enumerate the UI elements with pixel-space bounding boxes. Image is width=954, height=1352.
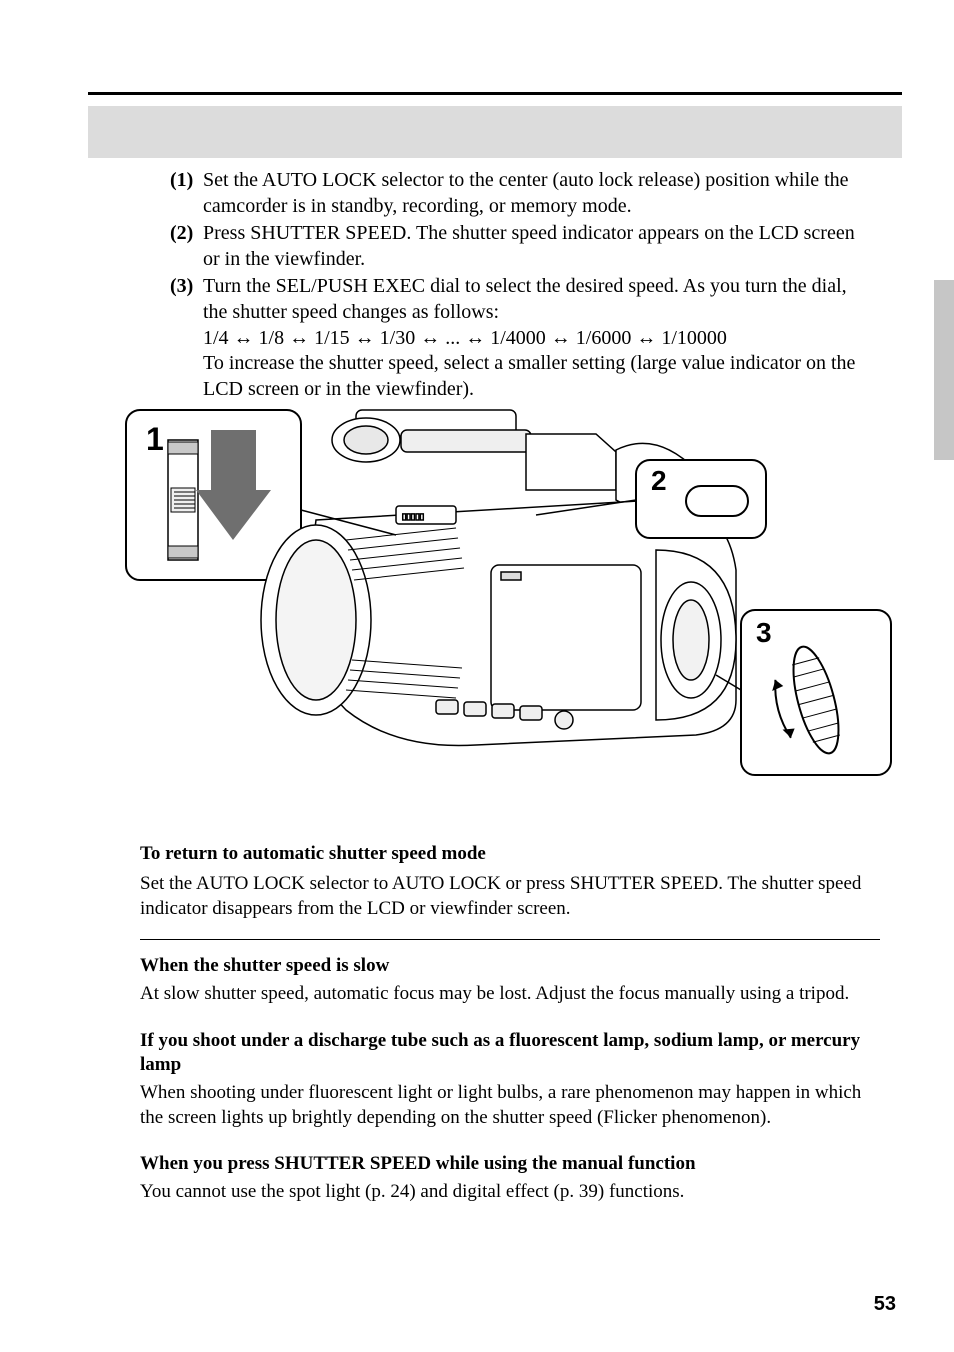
step-3: (3) Turn the SEL/PUSH EXEC dial to selec…	[170, 274, 870, 402]
steps-block: (1) Set the AUTO LOCK selector to the ce…	[170, 168, 870, 404]
step-1-text: Set the AUTO LOCK selector to the center…	[203, 168, 863, 219]
callout-3-num: 3	[756, 617, 772, 648]
callout-2-num: 2	[651, 465, 667, 496]
return-text: Set the AUTO LOCK selector to AUTO LOCK …	[140, 872, 880, 921]
step-2-num: (2)	[170, 221, 198, 247]
top-rule	[88, 92, 902, 95]
page-number: 53	[874, 1293, 896, 1316]
side-tab	[934, 280, 954, 460]
return-title: To return to automatic shutter speed mod…	[140, 842, 880, 866]
title-band	[88, 106, 902, 158]
callout-1: 1	[126, 410, 301, 580]
lower-text-block: To return to automatic shutter speed mod…	[140, 842, 880, 1204]
discharge-title: If you shoot under a discharge tube such…	[140, 1029, 880, 1078]
divider-rule	[140, 939, 880, 940]
step-2-text: Press SHUTTER SPEED. The shutter speed i…	[203, 221, 863, 272]
step-1: (1) Set the AUTO LOCK selector to the ce…	[170, 168, 870, 219]
step-2: (2) Press SHUTTER SPEED. The shutter spe…	[170, 221, 870, 272]
step-3-sequence: 1/4 ↔ 1/8 ↔ 1/15 ↔ 1/30 ↔ ... ↔ 1/4000 ↔…	[203, 327, 727, 349]
step-1-num: (1)	[170, 168, 198, 194]
callout-1-num: 1	[146, 421, 164, 457]
slow-title: When the shutter speed is slow	[140, 954, 880, 978]
manual-text: You cannot use the spot light (p. 24) an…	[140, 1180, 880, 1204]
step-3-num: (3)	[170, 274, 198, 300]
step-3-text: Turn the SEL/PUSH EXEC dial to select th…	[203, 274, 863, 402]
manual-title: When you press SHUTTER SPEED while using…	[140, 1152, 880, 1176]
svg-text:▮▮▮▮▮: ▮▮▮▮▮	[402, 512, 424, 521]
slow-text: At slow shutter speed, automatic focus m…	[140, 982, 880, 1006]
discharge-text: When shooting under fluorescent light or…	[140, 1081, 880, 1130]
callout-3: 3	[716, 610, 891, 775]
step-3-intro: Turn the SEL/PUSH EXEC dial to select th…	[203, 275, 847, 323]
camera-illustration: 1	[96, 400, 896, 790]
step-3-tail: To increase the shutter speed, select a …	[203, 352, 855, 400]
